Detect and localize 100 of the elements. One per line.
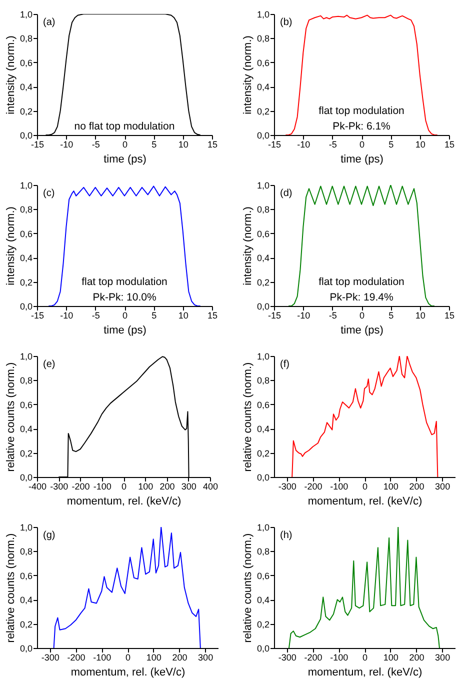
x-tick-label: 0 <box>359 310 365 320</box>
annotation: (h) <box>280 530 292 541</box>
x-tick-label: 15 <box>444 140 455 150</box>
x-tick-label: -5 <box>92 310 100 320</box>
x-tick-label: -10 <box>297 310 310 320</box>
x-tick-label: 10 <box>178 140 188 150</box>
x-tick-label: 0 <box>125 652 131 662</box>
y-tick-label: 0,2 <box>20 448 32 458</box>
y-tick-label: 0,8 <box>20 376 32 386</box>
x-tick-label: -200 <box>72 482 90 492</box>
x-tick-label: -15 <box>30 140 44 150</box>
y-tick-label: 0,0 <box>256 472 270 482</box>
x-tick-label: -100 <box>93 482 112 492</box>
y-tick-label: 0,2 <box>20 619 32 630</box>
x-tick-label: -100 <box>330 652 348 662</box>
x-tick-label: -200 <box>67 652 86 662</box>
y-tick-label: 0,6 <box>256 570 270 581</box>
x-axis-title: time (ps) <box>340 154 384 166</box>
x-tick-label: 300 <box>181 482 196 492</box>
y-tick-label: 1,0 <box>256 180 270 190</box>
x-tick-label: -200 <box>304 482 322 492</box>
x-tick-label: 300 <box>198 652 214 662</box>
y-axis-title: relative counts (norm.) <box>242 533 254 643</box>
x-axis-title: momentum, rel. (keV/c) <box>308 496 422 508</box>
y-tick-label: 0,8 <box>20 34 32 44</box>
annotation: (e) <box>43 359 56 370</box>
x-tick-label: 0 <box>122 310 128 320</box>
y-tick-label: 1,0 <box>256 352 270 362</box>
annotation: (f) <box>280 359 290 370</box>
x-tick-label: -10 <box>60 140 74 150</box>
y-tick-label: 0,8 <box>256 546 270 557</box>
x-axis-title: momentum, rel. (keV/c) <box>66 496 182 508</box>
x-tick-label: -10 <box>297 140 310 150</box>
y-tick-label: 0,6 <box>256 58 270 68</box>
x-tick-label: 200 <box>409 482 424 492</box>
x-tick-label: -15 <box>268 310 282 320</box>
y-tick-label: 0,0 <box>20 302 32 312</box>
y-axis-title: intensity (norm.) <box>4 206 17 286</box>
x-tick-label: 10 <box>178 310 188 320</box>
x-tick-label: 300 <box>435 652 450 662</box>
x-tick-label: -300 <box>41 652 60 662</box>
y-tick-label: 0,8 <box>20 204 32 215</box>
x-tick-label: -15 <box>268 140 282 150</box>
y-tick-label: 1,0 <box>20 180 32 190</box>
y-tick-label: 0,0 <box>20 644 32 654</box>
y-tick-label: 0,0 <box>20 472 32 482</box>
x-tick-label: 0 <box>121 482 127 492</box>
y-tick-label: 0,2 <box>20 277 32 288</box>
y-tick-label: 0,4 <box>20 424 32 434</box>
y-tick-label: 1,0 <box>256 10 270 20</box>
x-tick-label: -100 <box>93 652 112 662</box>
x-tick-label: 200 <box>172 652 188 662</box>
y-tick-label: 0,6 <box>20 400 32 410</box>
x-tick-label: 200 <box>160 482 175 492</box>
x-tick-label: 300 <box>435 482 450 492</box>
annotation: no flat top modulation <box>74 120 175 133</box>
y-tick-label: 0,6 <box>256 400 270 410</box>
x-tick-label: -15 <box>30 310 44 320</box>
y-tick-label: 0,4 <box>256 595 270 606</box>
x-tick-label: 15 <box>444 310 455 320</box>
x-tick-label: 100 <box>138 482 154 492</box>
x-tick-label: 200 <box>409 652 424 662</box>
x-tick-label: 15 <box>207 140 218 150</box>
annotation: Pk-Pk: 19.4% <box>330 292 394 304</box>
x-tick-label: -5 <box>328 140 337 150</box>
y-axis-title: relative counts (norm.) <box>4 533 17 643</box>
x-tick-label: -300 <box>50 482 68 492</box>
y-tick-label: 1,0 <box>20 352 32 362</box>
x-axis-title: time (ps) <box>340 324 384 336</box>
y-tick-label: 0,6 <box>20 570 32 581</box>
y-tick-label: 0,8 <box>256 376 270 386</box>
x-axis-title: momentum, rel. (keV/c) <box>70 666 186 678</box>
x-tick-label: -5 <box>328 310 337 320</box>
y-tick-label: 0,0 <box>256 644 270 654</box>
x-axis-title: time (ps) <box>104 324 146 336</box>
y-tick-label: 0,2 <box>20 106 32 116</box>
x-tick-label: -100 <box>330 482 348 492</box>
x-tick-label: 5 <box>388 140 394 150</box>
x-tick-label: 400 <box>202 482 218 492</box>
x-tick-label: 100 <box>383 652 398 662</box>
y-tick-label: 0,4 <box>256 82 270 92</box>
x-axis-title: time (ps) <box>104 154 146 166</box>
annotation: (b) <box>280 17 292 28</box>
x-tick-label: -10 <box>60 310 74 320</box>
y-tick-label: 0,4 <box>20 253 32 264</box>
x-tick-label: 0 <box>122 140 128 150</box>
annotation: (d) <box>280 188 292 199</box>
annotation: Pk-Pk: 10.0% <box>92 292 156 304</box>
y-tick-label: 0,2 <box>256 277 270 288</box>
y-axis-title: relative counts (norm.) <box>4 362 17 472</box>
y-tick-label: 0,8 <box>256 34 270 44</box>
x-tick-label: -300 <box>278 652 296 662</box>
x-tick-label: 5 <box>388 310 394 320</box>
y-tick-label: 0,4 <box>20 595 32 606</box>
y-axis-title: intensity (norm.) <box>4 36 17 114</box>
x-tick-label: 15 <box>207 310 218 320</box>
y-axis-title: relative counts (norm.) <box>242 362 254 472</box>
y-tick-label: 1,0 <box>20 522 32 532</box>
x-tick-label: -300 <box>278 482 296 492</box>
x-tick-label: 10 <box>415 310 426 320</box>
